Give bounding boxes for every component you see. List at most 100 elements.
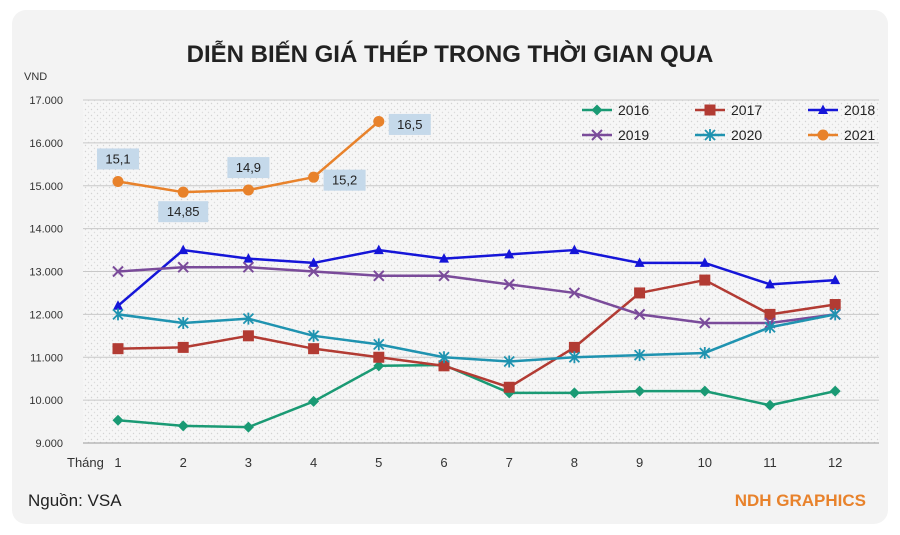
data-point-2017: [503, 381, 515, 393]
data-point-2017: [829, 299, 841, 311]
legend-label: 2020: [731, 127, 762, 143]
chart-title: DIỄN BIẾN GIÁ THÉP TRONG THỜI GIAN QUA: [187, 39, 714, 68]
legend-label: 2021: [844, 127, 875, 143]
x-axis-label: Tháng: [67, 455, 104, 470]
data-label-text: 14,9: [236, 160, 261, 175]
y-tick-label: 15.000: [29, 181, 63, 193]
x-tick-label: 8: [571, 455, 578, 470]
y-tick-label: 10.000: [29, 395, 63, 407]
x-tick-label: 5: [375, 455, 382, 470]
x-tick-label: 2: [180, 455, 187, 470]
data-label-text: 15,1: [105, 151, 130, 166]
series-line-2019: [117, 265, 836, 325]
data-point-2017: [373, 351, 385, 363]
data-point-2019: [438, 270, 450, 282]
data-label-box: [323, 169, 366, 191]
data-label-text: 15,2: [332, 173, 357, 188]
data-point-2018: [634, 257, 645, 267]
x-tick-label: 9: [636, 455, 643, 470]
data-point-2018: [243, 253, 254, 263]
gridlines: [83, 99, 879, 444]
series-line-2017: [117, 278, 836, 389]
x-tick-label: 3: [245, 455, 252, 470]
data-label: 15,2: [323, 169, 366, 191]
data-point-2020: [438, 351, 450, 364]
data-label: 15,1: [97, 148, 139, 170]
credit-label: NDH GRAPHICS: [735, 491, 866, 510]
data-point-2017: [242, 330, 254, 342]
legend-item-2021: 2021: [808, 127, 875, 143]
data-label-text: 16,5: [397, 117, 422, 132]
source-note: Nguồn: VSA: [28, 491, 122, 510]
y-tick-label: 17.000: [29, 95, 63, 107]
data-point-2016: [177, 420, 189, 432]
data-point-2020: [633, 349, 646, 362]
data-point-2016: [373, 360, 385, 372]
data-point-2019: [699, 317, 711, 329]
data-label-box: [97, 148, 139, 170]
data-point-2018: [113, 300, 123, 310]
data-point-2018: [178, 244, 189, 255]
legend-marker: [818, 104, 828, 114]
legend-marker: [591, 104, 603, 116]
data-point-2020: [568, 351, 581, 364]
data-label-text: 14,85: [167, 204, 200, 219]
data-point-2018: [504, 248, 515, 259]
data-point-2020: [699, 346, 711, 359]
legend-item-2019: 2019: [582, 127, 649, 143]
data-point-2017: [634, 287, 646, 299]
data-point-2020: [829, 308, 841, 321]
data-point-2017: [177, 341, 189, 353]
y-axis-label: VND: [24, 71, 47, 83]
data-point-2018: [308, 257, 319, 267]
data-point-2018: [569, 244, 580, 255]
x-tick-label: 1: [114, 455, 121, 470]
data-point-2019: [242, 261, 255, 273]
data-point-2016: [699, 385, 711, 397]
legend-marker: [817, 129, 829, 141]
y-tick-label: 11.000: [30, 352, 63, 364]
data-point-2016: [634, 385, 646, 397]
legend-item-2017: 2017: [695, 102, 762, 118]
data-point-2016: [308, 395, 320, 407]
x-tick-label: 11: [763, 455, 777, 470]
data-label-box: [158, 201, 209, 223]
series-line-2016: [117, 363, 836, 429]
legend-item-2020: 2020: [695, 127, 762, 143]
data-point-2016: [764, 399, 776, 411]
data-point-2018: [699, 257, 710, 267]
y-tick-label: 16.000: [29, 138, 63, 150]
data-label-box: [227, 157, 270, 179]
x-tick-label: 12: [828, 455, 842, 470]
y-tick-label: 14.000: [29, 224, 63, 236]
legend-label: 2019: [618, 127, 649, 143]
data-point-2016: [829, 385, 841, 397]
data-point-2017: [308, 343, 320, 355]
data-point-2018: [439, 253, 449, 263]
data-point-2020: [112, 308, 124, 321]
x-tick-label: 4: [310, 455, 317, 470]
legend-item-2016: 2016: [582, 102, 649, 118]
data-label: 16,5: [388, 113, 431, 135]
data-point-2021: [308, 171, 320, 183]
data-point-2019: [373, 270, 385, 282]
series-2020: [112, 308, 841, 368]
x-tick-label: 6: [440, 455, 447, 470]
data-point-2018: [765, 278, 775, 289]
legend-marker: [704, 104, 716, 116]
data-point-2016: [568, 387, 580, 399]
series-group: [112, 115, 841, 433]
data-point-2016: [242, 421, 254, 433]
data-point-2021: [373, 115, 385, 127]
data-label: 14,9: [227, 157, 270, 179]
x-tick-label: 7: [506, 455, 513, 470]
data-point-2020: [373, 338, 385, 351]
data-point-2021: [242, 184, 254, 196]
data-point-2016: [112, 414, 124, 426]
data-point-2021: [112, 175, 124, 187]
legend-marker: [704, 129, 716, 141]
series-line-2020: [117, 313, 836, 363]
legend: 2016 2017 2018 2019 2020 2021: [582, 102, 875, 143]
legend-marker: [591, 129, 603, 141]
